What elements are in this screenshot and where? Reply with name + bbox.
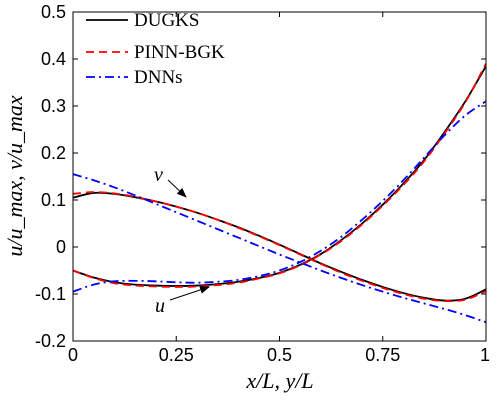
- x-tick-label: 1: [480, 345, 490, 365]
- legend-label-pinn-bgk: PINN-BGK: [134, 42, 225, 63]
- annotation-u-arrow: [169, 286, 210, 301]
- y-tick-label: -0.1: [35, 284, 66, 304]
- y-tick-label: 0.4: [41, 49, 66, 69]
- legend-label-dnns: DNNs: [134, 67, 183, 88]
- series-line-dnns-v: [72, 173, 487, 324]
- y-tick-label: 0: [56, 237, 66, 257]
- series-line-dnns-u: [72, 100, 487, 293]
- x-tick-label: 0: [68, 345, 78, 365]
- y-axis-label: u/u_max, v/u_max: [2, 95, 27, 257]
- x-tick-label: 0.25: [159, 345, 194, 365]
- x-tick-label: 0.5: [267, 345, 292, 365]
- annotation-v-arrow: [167, 179, 187, 198]
- plot-frame: [72, 11, 487, 342]
- annotation-v-label: v: [154, 164, 163, 186]
- y-tick-label: 0.2: [41, 143, 66, 163]
- series-line-pinn-bgk-u: [72, 63, 487, 288]
- annotation-u-label: u: [155, 295, 165, 317]
- legend: DUGKS PINN-BGK DNNs: [86, 10, 225, 88]
- legend-label-dugks: DUGKS: [134, 10, 199, 31]
- y-tick-label: 0.1: [41, 190, 66, 210]
- series-line-dugks-u: [72, 65, 487, 287]
- series-layer: [72, 63, 487, 324]
- ticks-layer: 0 0.25 0.5 0.75 1 -0.2 -0.1 0 0.1 0.2 0.3 0.4 0.5: [35, 2, 490, 365]
- y-tick-label: 0.5: [41, 2, 66, 22]
- y-tick-label: -0.2: [35, 331, 66, 351]
- y-tick-label: 0.3: [41, 96, 66, 116]
- series-line-pinn-bgk-v: [72, 191, 487, 303]
- x-tick-label: 0.75: [365, 345, 400, 365]
- x-axis-label: x/L, y/L: [245, 368, 313, 393]
